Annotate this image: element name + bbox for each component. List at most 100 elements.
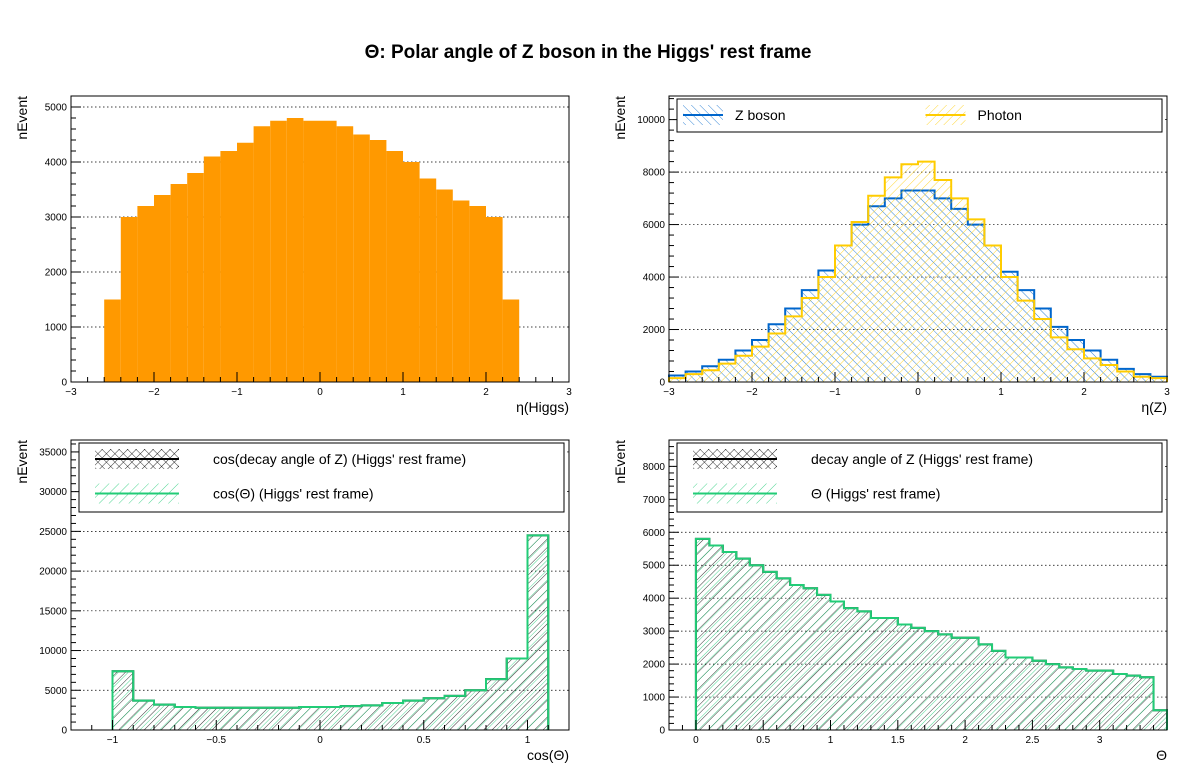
x-tick-label: 1 xyxy=(998,387,1004,398)
y-axis-label: nEvent xyxy=(612,440,628,484)
bar xyxy=(382,702,403,730)
legend: decay angle of Z (Higgs' rest frame) Θ (H… xyxy=(676,442,1163,513)
y-tick-label: 10000 xyxy=(637,115,665,126)
legend: cos(decay angle of Z) (Higgs' rest frame… xyxy=(78,442,565,513)
bar xyxy=(403,700,424,730)
bar xyxy=(1018,657,1033,730)
bar xyxy=(736,558,750,730)
y-tick-label: 1000 xyxy=(45,323,68,334)
y-tick-label: 4000 xyxy=(45,158,68,169)
bar xyxy=(965,637,979,730)
bar xyxy=(270,120,287,382)
bar xyxy=(803,588,818,730)
x-axis: −3 −2 −1 0 1 2 3 xyxy=(65,372,572,398)
x-tick-label: 2 xyxy=(962,735,968,746)
legend-box xyxy=(676,98,1163,133)
bar xyxy=(1059,667,1073,730)
bar xyxy=(1084,358,1101,382)
bar xyxy=(320,120,337,382)
y-tick-label: 5000 xyxy=(643,561,666,572)
legend-label: Photon xyxy=(978,107,1022,123)
bar xyxy=(718,363,736,382)
y-tick-label: 6000 xyxy=(643,220,666,231)
bar xyxy=(419,178,437,382)
y-tick-label: 15000 xyxy=(39,606,67,617)
y-tick-label: 2000 xyxy=(643,325,666,336)
x-tick-label: −2 xyxy=(746,387,758,398)
legend: Z boson Photon xyxy=(676,98,1163,133)
bar xyxy=(790,585,804,730)
bar xyxy=(486,679,507,730)
bar xyxy=(911,627,925,730)
bar xyxy=(237,707,258,730)
legend-label: Θ (Higgs' rest frame) xyxy=(811,486,940,502)
bar xyxy=(340,706,362,730)
chart-cos-theta: 0 5000 10000 15000 20000 25000 30000 35000 nEven… xyxy=(14,439,570,763)
bar xyxy=(154,195,171,382)
bar xyxy=(112,671,134,730)
bar xyxy=(336,126,354,382)
x-tick-label: 3 xyxy=(566,387,572,398)
bar xyxy=(465,690,486,730)
bar xyxy=(1117,371,1134,382)
bar xyxy=(203,156,221,382)
bar xyxy=(1113,673,1127,730)
series-line xyxy=(111,534,550,730)
x-tick-label: −3 xyxy=(65,387,77,398)
bar xyxy=(1150,378,1167,382)
series-1 xyxy=(668,160,1168,382)
x-tick-label: 1 xyxy=(828,735,834,746)
bar xyxy=(702,370,719,382)
legend-label: Z boson xyxy=(735,107,786,123)
bar xyxy=(830,601,844,730)
x-tick-label: 2 xyxy=(1081,387,1087,398)
bar xyxy=(1005,657,1019,730)
y-tick-label: 10000 xyxy=(39,646,67,657)
x-tick-label: 0 xyxy=(317,387,323,398)
bar xyxy=(901,164,918,382)
bar xyxy=(137,206,154,382)
x-tick-label: −1 xyxy=(829,387,841,398)
bar xyxy=(452,200,470,382)
bar xyxy=(220,151,237,382)
x-tick-label: 0.5 xyxy=(417,735,431,746)
bar xyxy=(918,161,935,382)
bar xyxy=(154,704,175,730)
bar xyxy=(527,535,549,730)
bar xyxy=(1153,710,1167,730)
bar xyxy=(843,608,858,730)
bar xyxy=(444,695,466,730)
y-tick-label: 3000 xyxy=(45,213,68,224)
bar xyxy=(722,552,737,730)
bar xyxy=(104,299,121,382)
bar xyxy=(1140,677,1154,730)
y-tick-label: 30000 xyxy=(39,487,67,498)
bar xyxy=(195,707,217,730)
bar xyxy=(934,179,952,382)
x-axis-label: η(Higgs) xyxy=(516,399,569,415)
bar xyxy=(938,634,952,730)
bar xyxy=(870,617,885,730)
bar xyxy=(320,706,341,730)
x-tick-label: 2 xyxy=(483,387,489,398)
y-tick-label: 0 xyxy=(61,726,67,737)
bar xyxy=(133,700,154,730)
bar xyxy=(1100,364,1118,382)
bar xyxy=(1099,670,1114,730)
bar xyxy=(951,198,968,382)
x-tick-label: 1.5 xyxy=(891,735,905,746)
bar xyxy=(857,611,871,730)
bar xyxy=(361,705,383,730)
x-tick-label: −3 xyxy=(663,387,675,398)
bar xyxy=(1133,376,1151,382)
y-tick-label: 7000 xyxy=(643,495,666,506)
x-tick-label: 0.5 xyxy=(756,735,770,746)
bar xyxy=(506,658,528,730)
x-tick-label: −2 xyxy=(148,387,160,398)
x-tick-label: 3 xyxy=(1164,387,1170,398)
y-tick-label: 5000 xyxy=(45,103,68,114)
series-1 xyxy=(111,534,550,730)
y-tick-label: 6000 xyxy=(643,528,666,539)
bar xyxy=(403,162,420,382)
